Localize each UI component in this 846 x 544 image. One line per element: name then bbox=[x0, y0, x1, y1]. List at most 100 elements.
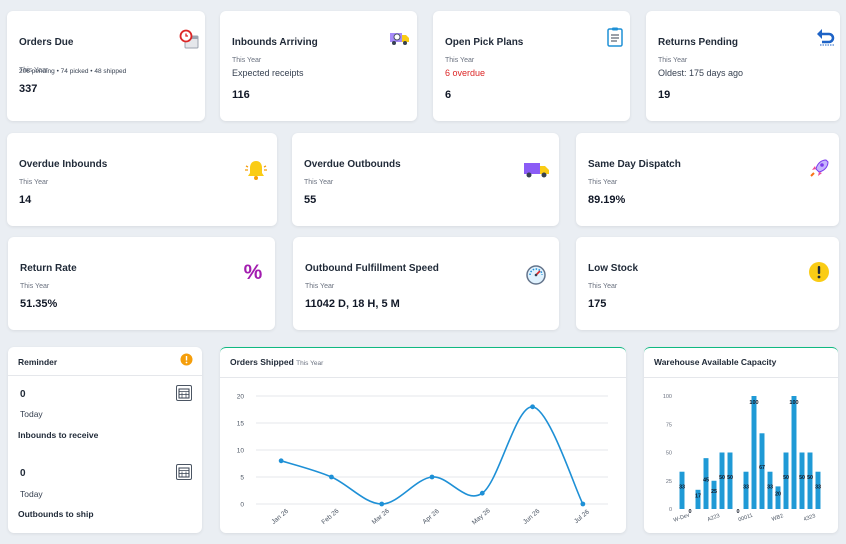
kpi-card-orders-due[interactable]: Orders Due This Year 206 pending • 74 pi… bbox=[7, 11, 205, 121]
x-tick-label: Mar 26 bbox=[371, 507, 391, 526]
x-tick-label: Jul 26 bbox=[573, 508, 591, 525]
x-tick-label: Feb 26 bbox=[320, 507, 340, 526]
kpi-title: Inbounds Arriving bbox=[232, 37, 318, 48]
bar-data-label: 50 bbox=[807, 475, 813, 481]
kpi-value: 89.19% bbox=[588, 194, 626, 206]
capacity-bar bbox=[767, 471, 773, 509]
series-line bbox=[280, 405, 584, 505]
capacity-bar bbox=[807, 452, 813, 509]
capacity-bar bbox=[679, 471, 685, 509]
data-point bbox=[479, 490, 485, 496]
y-tick-label: 100 bbox=[663, 394, 672, 400]
kpi-card-inbounds-arriving[interactable]: Inbounds Arriving This Year Expected rec… bbox=[220, 11, 417, 121]
calendar-clock-icon bbox=[179, 29, 199, 49]
kpi-card-overdue-outbounds[interactable]: Overdue Outbounds This Year 55 bbox=[292, 133, 559, 226]
kpi-title: Returns Pending bbox=[658, 37, 739, 48]
kpi-period: This Year bbox=[19, 179, 49, 186]
kpi-card-low-stock[interactable]: Low Stock This Year 175 bbox=[576, 237, 839, 330]
kpi-value: 6 bbox=[445, 89, 452, 101]
kpi-subtitle: 6 overdue bbox=[445, 68, 486, 78]
data-point bbox=[580, 501, 586, 507]
alert-icon bbox=[180, 353, 193, 366]
y-tick-label: 0 bbox=[240, 502, 244, 509]
kpi-period: This Year bbox=[20, 283, 50, 290]
reminder-day: Today bbox=[20, 409, 43, 419]
clipboard-icon bbox=[607, 27, 623, 47]
kpi-title: Overdue Inbounds bbox=[19, 159, 108, 170]
bell-icon bbox=[245, 161, 267, 180]
kpi-card-return-rate[interactable]: Return Rate This Year 51.35% % bbox=[8, 237, 275, 330]
kpi-title: Low Stock bbox=[588, 263, 639, 274]
kpi-card-returns-pending[interactable]: Returns Pending This Year Oldest: 175 da… bbox=[646, 11, 840, 121]
bar-data-label: 33 bbox=[743, 484, 749, 490]
bar-data-label: 100 bbox=[749, 400, 758, 406]
calendar-button[interactable] bbox=[176, 464, 192, 480]
rocket-icon bbox=[810, 159, 829, 177]
speedometer-icon bbox=[526, 265, 546, 285]
kpi-title: Orders Due bbox=[19, 37, 74, 48]
kpi-value: 55 bbox=[304, 194, 317, 206]
bar-data-label: 50 bbox=[727, 475, 733, 481]
delivery-truck-icon bbox=[524, 163, 549, 178]
kpi-subtitle: Expected receipts bbox=[232, 68, 304, 78]
capacity-bar bbox=[799, 452, 805, 509]
x-tick-label: WB2 bbox=[771, 513, 784, 523]
bar-data-label: 25 bbox=[711, 489, 717, 495]
reminder-label: Inbounds to receive bbox=[18, 430, 99, 440]
bar-data-label: 50 bbox=[799, 475, 805, 481]
return-arrow-icon bbox=[817, 29, 835, 46]
bar-data-label: 100 bbox=[789, 400, 798, 406]
calendar-button[interactable] bbox=[176, 385, 192, 401]
kpi-period: This Year bbox=[305, 283, 335, 290]
reminder-value: 0 bbox=[20, 468, 26, 479]
x-tick-label: Jan 26 bbox=[270, 508, 290, 526]
kpi-card-same-day-dispatch[interactable]: Same Day Dispatch This Year 89.19% bbox=[576, 133, 839, 226]
data-point bbox=[278, 458, 284, 464]
y-tick-label: 10 bbox=[237, 448, 245, 455]
bar-data-label: 50 bbox=[719, 475, 725, 481]
kpi-value: 14 bbox=[19, 194, 32, 206]
capacity-title: Warehouse Available Capacity bbox=[654, 357, 777, 367]
data-point bbox=[429, 474, 435, 480]
bar-data-label: 0 bbox=[736, 509, 739, 515]
x-tick-label: Jun 26 bbox=[522, 508, 542, 526]
kpi-subtitle: 206 pending • 74 picked • 48 shipped bbox=[19, 68, 127, 75]
calendar-icon bbox=[178, 467, 190, 478]
percent-icon: % bbox=[244, 261, 263, 283]
reminder-panel: Reminder 0 Today Inbounds to receive 0 T… bbox=[8, 347, 202, 533]
kpi-card-open-pick-plans[interactable]: Open Pick Plans This Year 6 overdue 6 bbox=[433, 11, 630, 121]
orders-shipped-title: Orders Shipped This Year bbox=[230, 357, 323, 367]
capacity-bar bbox=[815, 471, 821, 509]
kpi-value: 11042 D, 18 H, 5 M bbox=[305, 298, 400, 310]
kpi-value: 175 bbox=[588, 298, 607, 310]
bar-data-label: 33 bbox=[679, 484, 685, 490]
divider bbox=[644, 377, 838, 378]
y-tick-label: 50 bbox=[666, 451, 672, 457]
warehouse-capacity-panel: Warehouse Available Capacity 0 25 50 75 100 3… bbox=[644, 347, 838, 533]
y-tick-label: 75 bbox=[666, 422, 672, 428]
y-tick-label: 5 bbox=[240, 475, 244, 482]
kpi-card-overdue-inbounds[interactable]: Overdue Inbounds This Year 14 bbox=[7, 133, 277, 226]
y-tick-label: 15 bbox=[237, 421, 245, 428]
kpi-card-outbound-fulfillment-speed[interactable]: Outbound Fulfillment Speed This Year 110… bbox=[293, 237, 559, 330]
kpi-value: 337 bbox=[19, 83, 38, 95]
reminder-label: Outbounds to ship bbox=[18, 509, 94, 519]
capacity-bar bbox=[791, 396, 797, 509]
capacity-bar bbox=[711, 480, 717, 509]
bar-data-label: 0 bbox=[688, 509, 691, 515]
kpi-subtitle: Oldest: 175 days ago bbox=[658, 68, 744, 78]
kpi-period: This Year bbox=[588, 283, 618, 290]
warning-icon bbox=[809, 262, 829, 282]
data-point bbox=[530, 404, 535, 410]
orders-shipped-line-chart: 0 5 10 15 20 Jan 26 Feb 26 Mar 26 Apr 26 May 26 Ju… bbox=[237, 394, 608, 526]
data-point bbox=[329, 474, 334, 480]
capacity-bar bbox=[775, 486, 781, 509]
orders-shipped-panel: Orders Shipped This Year 0 5 10 15 20 Jan 26 F… bbox=[220, 347, 626, 533]
calendar-icon bbox=[178, 388, 190, 399]
svg-text:%: % bbox=[244, 261, 263, 283]
capacity-bar bbox=[759, 433, 765, 509]
bar-data-label: 67 bbox=[759, 465, 765, 471]
kpi-value: 116 bbox=[232, 89, 250, 101]
kpi-period: This Year bbox=[658, 57, 688, 64]
